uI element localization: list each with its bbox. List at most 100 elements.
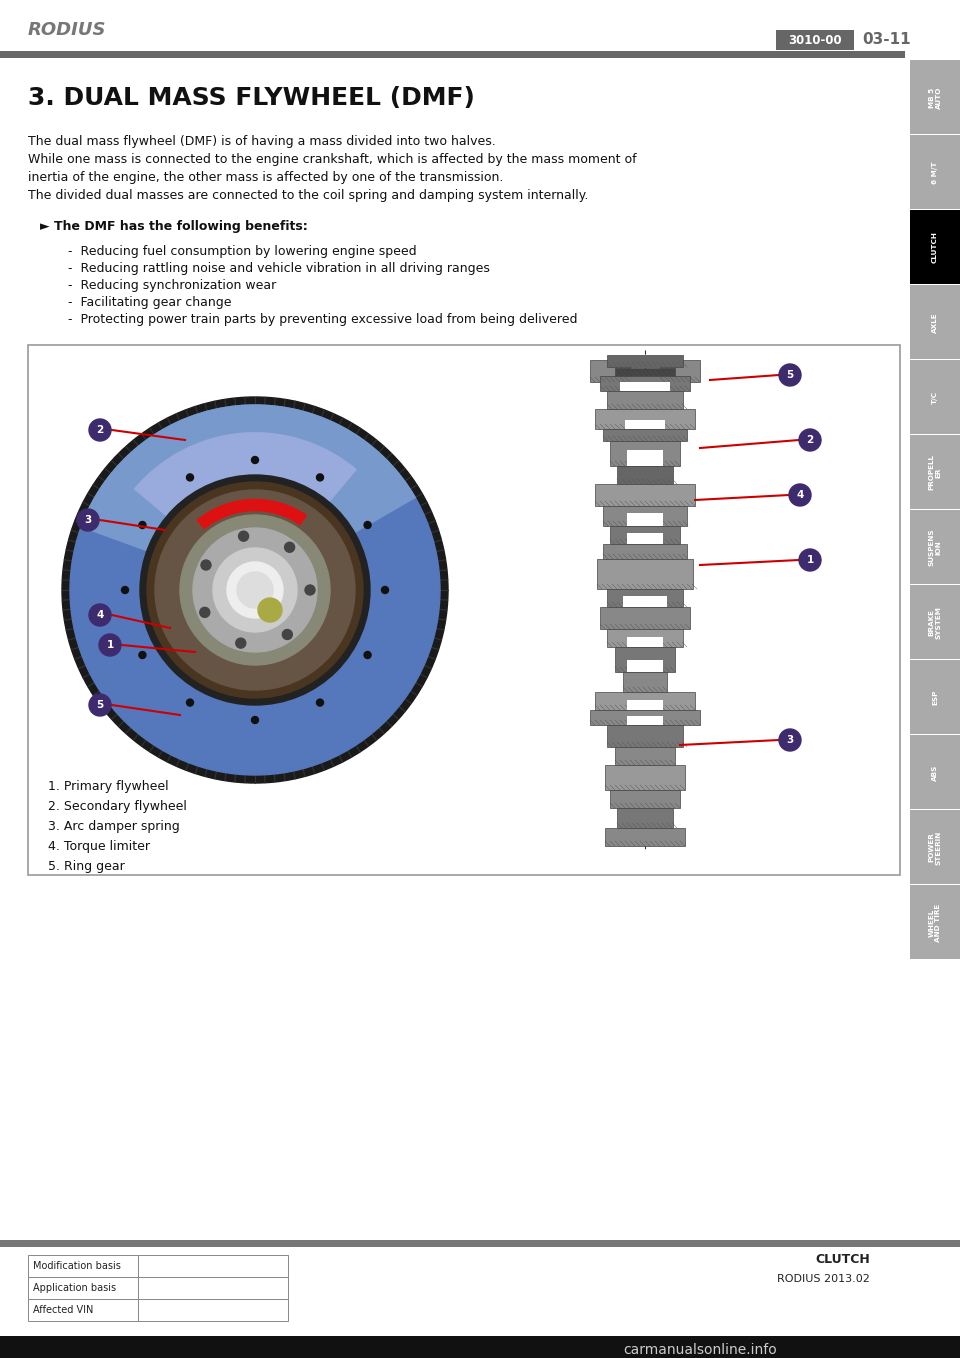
Bar [610,790,680,808]
Circle shape [140,475,370,705]
Circle shape [77,509,99,531]
Bar [603,507,687,526]
Bar [627,699,663,710]
Circle shape [258,598,282,622]
Wedge shape [134,433,356,589]
Text: T/C: T/C [932,391,938,405]
Text: 1. Primary flywheel: 1. Primary flywheel [48,779,169,793]
Bar [910,285,960,359]
Text: 5: 5 [96,699,104,710]
Bar [595,483,695,507]
Text: SUSPENS
ION: SUSPENS ION [928,528,942,566]
Circle shape [155,490,355,690]
Bar [617,808,673,828]
Text: 3010-00: 3010-00 [788,34,842,46]
Bar [590,710,700,725]
Bar [590,360,630,382]
Circle shape [213,549,297,631]
Text: 4: 4 [96,610,104,621]
Circle shape [779,364,801,386]
Bar [910,435,960,509]
Bar [627,637,663,646]
Text: BRAKE
SYSTEM: BRAKE SYSTEM [928,606,942,638]
Bar [610,526,680,545]
Text: While one mass is connected to the engine crankshaft, which is affected by the m: While one mass is connected to the engin… [28,153,636,166]
Circle shape [799,429,821,451]
Text: Application basis: Application basis [33,1283,116,1293]
Bar [607,354,683,367]
Bar [910,210,960,284]
Circle shape [122,587,129,593]
Circle shape [779,729,801,751]
Text: 5. Ring gear: 5. Ring gear [48,860,125,873]
Circle shape [99,634,121,656]
Bar [0,52,905,58]
Bar [910,660,960,735]
Text: PROPELL
ER: PROPELL ER [928,455,942,490]
Text: AXLE: AXLE [932,312,938,333]
Bar [605,765,685,790]
Circle shape [180,515,330,665]
Text: POWER
STEERIN: POWER STEERIN [928,830,942,865]
Circle shape [282,630,293,640]
Circle shape [201,559,211,570]
Circle shape [317,699,324,706]
Circle shape [200,607,209,618]
Text: CLUTCH: CLUTCH [932,232,938,263]
Bar [138,1300,288,1321]
Circle shape [305,585,315,595]
Bar [910,885,960,959]
Bar [607,391,683,409]
Bar [0,1240,960,1247]
Bar [615,646,675,672]
Circle shape [139,521,146,528]
Text: RODIUS 2013.02: RODIUS 2013.02 [778,1274,870,1285]
Bar [623,596,667,607]
Text: The dual mass flywheel (DMF) is of having a mass divided into two halves.: The dual mass flywheel (DMF) is of havin… [28,134,495,148]
Bar [623,672,667,693]
Circle shape [89,694,111,716]
Text: -  Reducing synchronization wear: - Reducing synchronization wear [68,278,276,292]
Bar [595,409,695,429]
Circle shape [186,699,194,706]
Bar [776,30,854,50]
Text: 03-11: 03-11 [862,33,911,48]
Text: 4. Torque limiter: 4. Torque limiter [48,841,150,853]
Circle shape [70,405,440,775]
Text: 1: 1 [806,555,814,565]
Circle shape [252,456,258,463]
Bar [600,607,690,629]
Bar [910,809,960,884]
Text: MB 5
AUTO: MB 5 AUTO [928,87,942,109]
Circle shape [252,717,258,724]
Circle shape [364,521,372,528]
Bar [28,1300,138,1321]
Bar [660,360,700,382]
Circle shape [237,572,273,608]
Text: -  Protecting power train parts by preventing excessive load from being delivere: - Protecting power train parts by preven… [68,312,578,326]
Text: ABS: ABS [932,765,938,781]
Bar [603,429,687,441]
Bar [615,368,675,376]
Bar [0,1336,960,1358]
Bar [607,725,683,747]
Bar [138,1277,288,1300]
Circle shape [186,474,194,481]
Bar [615,747,675,765]
Bar [605,828,685,846]
Bar [617,466,673,483]
Text: 1: 1 [107,640,113,650]
Text: carmanualsonline.info: carmanualsonline.info [623,1343,777,1357]
Text: -  Facilitating gear change: - Facilitating gear change [68,296,231,310]
Text: -  Reducing rattling noise and vehicle vibration in all driving ranges: - Reducing rattling noise and vehicle vi… [68,262,490,276]
Circle shape [317,474,324,481]
Text: 6 M/T: 6 M/T [932,162,938,183]
Bar [910,585,960,659]
Bar [627,513,663,526]
Bar [138,1255,288,1277]
Circle shape [62,397,448,784]
Bar [627,449,663,466]
Text: WHEEL
AND TIRE: WHEEL AND TIRE [928,903,942,941]
Wedge shape [82,405,416,589]
Bar [595,693,695,710]
